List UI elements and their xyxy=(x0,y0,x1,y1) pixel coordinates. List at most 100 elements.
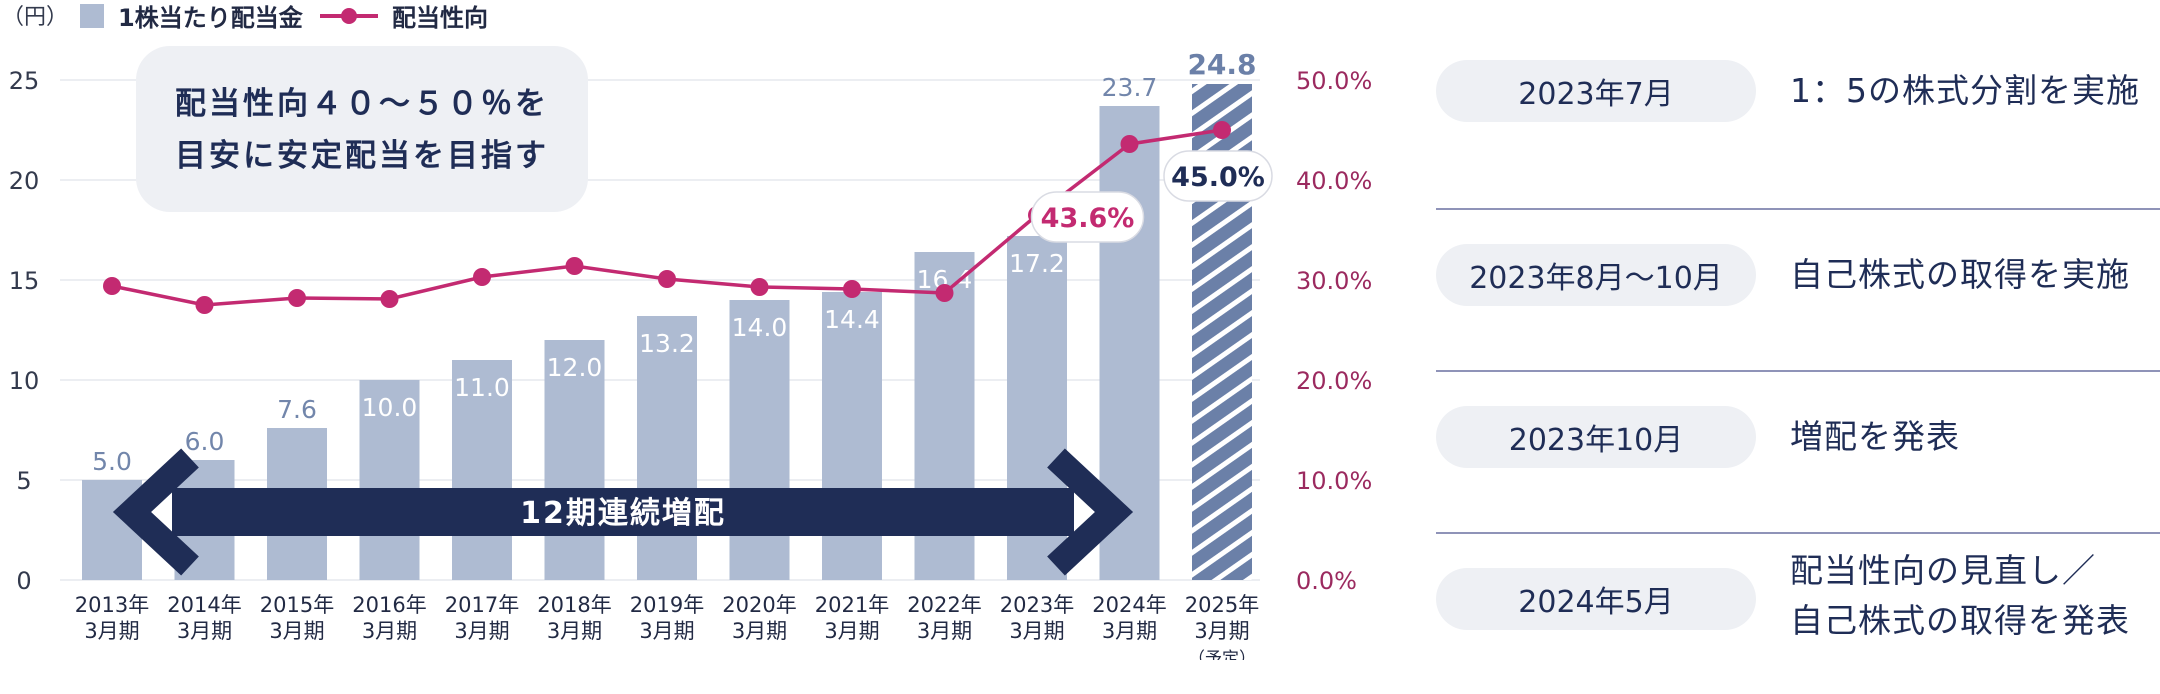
legend-label-payout: 配当性向 xyxy=(392,4,488,32)
payout-point xyxy=(195,296,214,314)
timeline-item: 2024年5月 配当性向の見直し／ 自己株式の取得を発表 xyxy=(1436,534,2160,694)
timeline-date: 2024年5月 xyxy=(1436,568,1756,630)
dividend-chart: 0 5 10 15 20 25 0.0% 10.0% 20.0% 30.0% 40.0% 50.0% （… xyxy=(2,4,1372,660)
x-tick-label: 2022年 xyxy=(907,593,981,617)
bar-value-label: 12.0 xyxy=(547,353,603,382)
timeline-text-line: 自己株式の取得を実施 xyxy=(1790,255,2130,294)
bar-value-label: 24.8 xyxy=(1187,48,1256,81)
bar-value-label: 7.6 xyxy=(277,395,317,424)
timeline-date: 2023年10月 xyxy=(1436,406,1756,468)
timeline-text-line: 1：5の株式分割を実施 xyxy=(1790,71,2140,110)
payout-point xyxy=(103,277,121,295)
x-tick-label: 3月期 xyxy=(177,619,232,643)
x-tick-label: 2016年 xyxy=(352,593,426,617)
legend-swatch-bar xyxy=(80,4,104,28)
bar-value-label: 13.2 xyxy=(639,329,695,358)
bar-value-label: 14.4 xyxy=(824,305,880,334)
bar-value-label: 10.0 xyxy=(362,393,418,422)
y-left-tick-label: 10 xyxy=(9,367,40,395)
arrow-shaft xyxy=(172,488,1074,536)
y-left-tick-label: 15 xyxy=(9,267,40,295)
unit-label: （円） xyxy=(2,5,68,30)
timeline-text-line: 増配を発表 xyxy=(1790,417,1960,456)
x-tick-label: 2015年 xyxy=(260,593,334,617)
bar xyxy=(452,360,512,580)
x-tick-label: 2021年 xyxy=(815,593,889,617)
timeline-text-line: 自己株式の取得を発表 xyxy=(1790,601,2130,640)
y-right-tick-label: 20.0% xyxy=(1296,367,1372,395)
x-tick-label: 2020年 xyxy=(722,593,796,617)
timeline-text: 1：5の株式分割を実施 xyxy=(1790,66,2160,116)
x-tick-label: 3月期 xyxy=(824,619,879,643)
x-tick-label: 2018年 xyxy=(537,593,611,617)
bar-value-label: 17.2 xyxy=(1009,249,1065,278)
payout-point xyxy=(843,280,861,298)
bar-value-label: 11.0 xyxy=(454,373,510,402)
bar-value-label: 6.0 xyxy=(185,427,225,456)
legend-marker-payout xyxy=(341,8,357,24)
payout-point xyxy=(380,290,399,308)
arrow-head-left xyxy=(112,448,199,576)
callout-text: 目安に安定配当を目指す xyxy=(175,138,549,174)
payout-point xyxy=(750,278,769,296)
timeline: 2023年7月 1：5の株式分割を実施 2023年8月～10月 自己株式の取得を実施 2… xyxy=(1436,48,2160,694)
x-tick-label: 3月期 xyxy=(454,619,509,643)
y-left-tick-label: 20 xyxy=(9,167,40,195)
legend-label-dividend: 1株当たり配当金 xyxy=(118,4,304,32)
x-tick-label: 3月期 xyxy=(84,619,139,643)
x-tick-label: （予定） xyxy=(1188,649,1256,660)
x-tick-label: 3月期 xyxy=(1102,619,1157,643)
y-left-tick-label: 5 xyxy=(16,467,31,495)
payout-point xyxy=(658,270,676,288)
bar-value-label: 23.7 xyxy=(1102,73,1158,102)
payout-point xyxy=(1120,135,1139,153)
timeline-item: 2023年8月～10月 自己株式の取得を実施 xyxy=(1436,210,2160,372)
y-left-tick-label: 0 xyxy=(16,567,31,595)
payout-point xyxy=(1213,121,1231,139)
bar xyxy=(359,380,420,580)
x-tick-label: 3月期 xyxy=(1194,619,1249,643)
x-tick-label: 3月期 xyxy=(732,619,787,643)
y-right-tick-label: 40.0% xyxy=(1296,167,1372,195)
timeline-date: 2023年8月～10月 xyxy=(1436,244,1756,306)
x-tick-label: 2014年 xyxy=(167,593,241,617)
timeline-text: 配当性向の見直し／ 自己株式の取得を発表 xyxy=(1790,546,2160,646)
y-right-tick-label: 30.0% xyxy=(1296,267,1372,295)
callout-box xyxy=(136,46,588,212)
x-tick-label: 2024年 xyxy=(1092,593,1166,617)
timeline-text: 自己株式の取得を実施 xyxy=(1790,250,2160,300)
payout-point xyxy=(935,284,954,302)
payout-point xyxy=(473,268,491,286)
bar xyxy=(822,292,882,580)
y-left-tick-label: 25 xyxy=(9,67,40,95)
x-tick-label: 3月期 xyxy=(269,619,324,643)
x-tick-label: 2013年 xyxy=(75,593,149,617)
timeline-text-line: 配当性向の見直し／ xyxy=(1790,551,2096,590)
bar xyxy=(544,340,605,580)
arrow-head-right xyxy=(1047,448,1134,576)
x-tick-label: 2025年 xyxy=(1185,593,1259,617)
timeline-date: 2023年7月 xyxy=(1436,60,1756,122)
x-tick-label: 3月期 xyxy=(547,619,602,643)
x-tick-label: 3月期 xyxy=(1009,619,1064,643)
x-tick-label: 3月期 xyxy=(362,619,417,643)
payout-highlight-label: 43.6% xyxy=(1041,203,1135,234)
payout-highlight-label: 45.0% xyxy=(1171,162,1265,193)
timeline-text: 増配を発表 xyxy=(1790,412,2160,462)
x-tick-label: 2023年 xyxy=(1000,593,1074,617)
bar xyxy=(729,300,790,580)
bar-value-label: 5.0 xyxy=(92,447,132,476)
x-tick-label: 2017年 xyxy=(445,593,519,617)
payout-label-box xyxy=(1163,150,1273,202)
y-right-tick-label: 0.0% xyxy=(1296,567,1357,595)
payout-point xyxy=(288,289,306,307)
timeline-item: 2023年10月 増配を発表 xyxy=(1436,372,2160,534)
timeline-item: 2023年7月 1：5の株式分割を実施 xyxy=(1436,48,2160,210)
arrow-label: 12期連続増配 xyxy=(520,496,726,531)
x-tick-label: 2019年 xyxy=(630,593,704,617)
bar-value-label: 14.0 xyxy=(732,313,788,342)
x-tick-label: 3月期 xyxy=(639,619,694,643)
callout-text: 配当性向４０～５０％を xyxy=(175,86,549,122)
payout-point xyxy=(565,257,584,275)
x-tick-label: 3月期 xyxy=(917,619,972,643)
